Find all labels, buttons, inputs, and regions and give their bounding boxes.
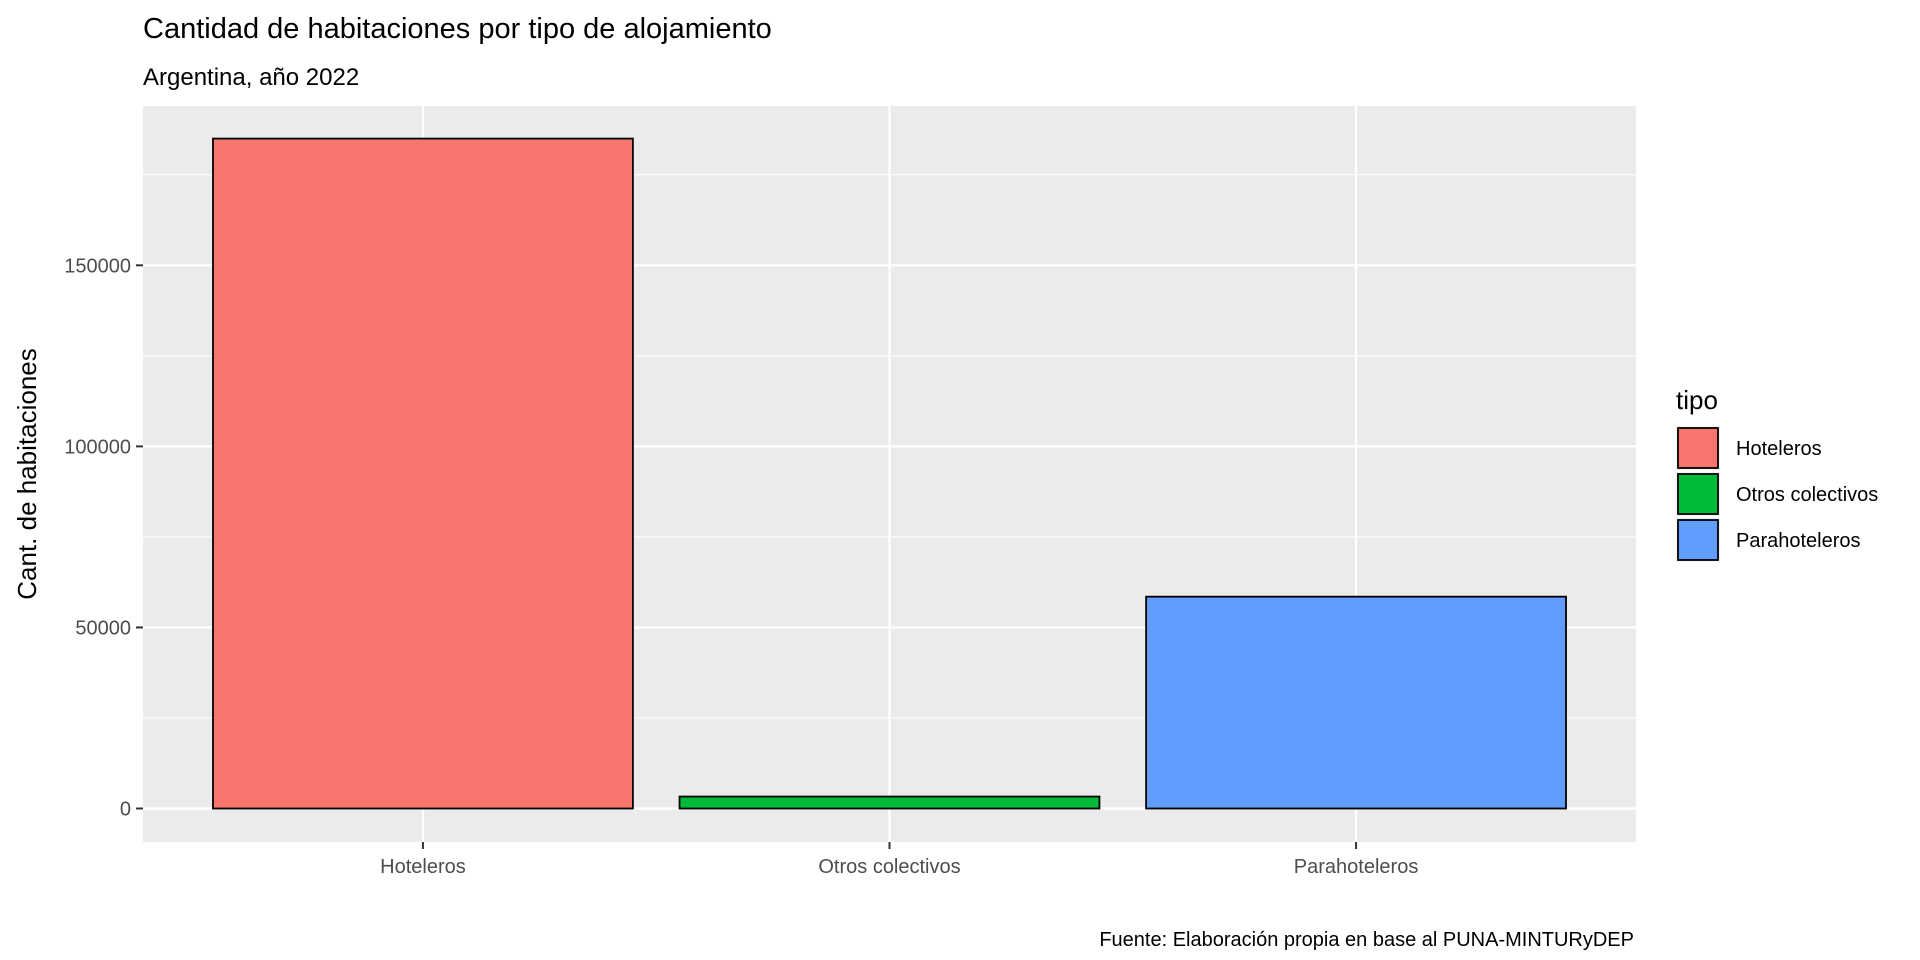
bar-parahoteleros [1145,595,1567,810]
y-tick-label: 100000 [64,436,131,458]
legend-swatch [1677,519,1719,561]
bar-otros-colectivos [678,795,1101,810]
y-tick-label: 50000 [75,617,131,639]
legend-swatch [1677,427,1719,469]
y-axis: 0 50000 100000 150000 [64,255,143,821]
chart-title: Cantidad de habitaciones por tipo de alo… [143,13,772,45]
legend-label: Otros colectivos [1736,484,1878,506]
y-axis-label: Cant. de habitaciones [12,348,42,600]
chart-subtitle: Argentina, año 2022 [143,64,359,91]
bars [212,137,1567,810]
legend-label: Parahoteleros [1736,530,1861,552]
bar-hoteleros [212,137,634,810]
y-tick-label: 0 [120,799,131,821]
legend-swatch [1677,473,1719,515]
legend-label: Hoteleros [1736,438,1822,460]
legend-title: tipo [1676,385,1718,415]
x-tick-label: Otros colectivos [818,856,960,878]
legend: tipo Hoteleros Otros colectivos Parahotele… [1676,385,1878,562]
legend-entries: Hoteleros Otros colectivos Parahoteleros [1676,426,1878,562]
y-tick-label: 150000 [64,255,131,277]
x-tick-label: Hoteleros [380,856,466,878]
chart-caption: Fuente: Elaboración propia en base al PU… [1099,929,1634,951]
x-axis: Hoteleros Otros colectivos Parahoteleros [380,842,1418,878]
x-tick-label: Parahoteleros [1294,856,1419,878]
